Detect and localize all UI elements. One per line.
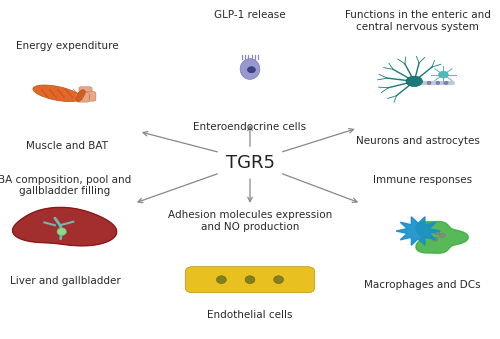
- FancyBboxPatch shape: [76, 93, 89, 102]
- Polygon shape: [396, 217, 440, 245]
- Ellipse shape: [438, 71, 448, 78]
- Ellipse shape: [440, 233, 446, 237]
- Ellipse shape: [406, 76, 422, 86]
- Ellipse shape: [427, 81, 431, 84]
- Text: TGR5: TGR5: [226, 154, 274, 172]
- Text: BA composition, pool and
gallbladder filling: BA composition, pool and gallbladder fil…: [0, 175, 132, 196]
- Ellipse shape: [33, 85, 80, 102]
- Ellipse shape: [57, 228, 66, 236]
- FancyBboxPatch shape: [79, 87, 92, 96]
- Ellipse shape: [274, 276, 283, 283]
- Text: Immune responses: Immune responses: [373, 175, 472, 184]
- FancyBboxPatch shape: [186, 267, 314, 293]
- Text: Enteroendocrine cells: Enteroendocrine cells: [194, 122, 306, 132]
- Ellipse shape: [245, 276, 255, 283]
- Polygon shape: [416, 221, 469, 253]
- Ellipse shape: [436, 81, 440, 84]
- Ellipse shape: [240, 59, 260, 79]
- Ellipse shape: [216, 276, 226, 283]
- Ellipse shape: [248, 67, 256, 73]
- Text: Endothelial cells: Endothelial cells: [208, 310, 293, 320]
- Polygon shape: [12, 207, 117, 246]
- Ellipse shape: [434, 231, 440, 235]
- Ellipse shape: [76, 90, 85, 101]
- Text: Macrophages and DCs: Macrophages and DCs: [364, 280, 481, 290]
- Text: Liver and gallbladder: Liver and gallbladder: [10, 276, 120, 286]
- Text: Energy expenditure: Energy expenditure: [16, 41, 119, 51]
- Text: Neurons and astrocytes: Neurons and astrocytes: [356, 136, 480, 145]
- Ellipse shape: [432, 237, 438, 241]
- Text: Adhesion molecules expression
and NO production: Adhesion molecules expression and NO pro…: [168, 210, 332, 232]
- Text: Functions in the enteric and
central nervous system: Functions in the enteric and central ner…: [344, 10, 490, 32]
- Ellipse shape: [444, 81, 448, 84]
- Text: GLP-1 release: GLP-1 release: [214, 10, 286, 20]
- FancyBboxPatch shape: [83, 92, 96, 101]
- Text: Muscle and BAT: Muscle and BAT: [26, 141, 108, 151]
